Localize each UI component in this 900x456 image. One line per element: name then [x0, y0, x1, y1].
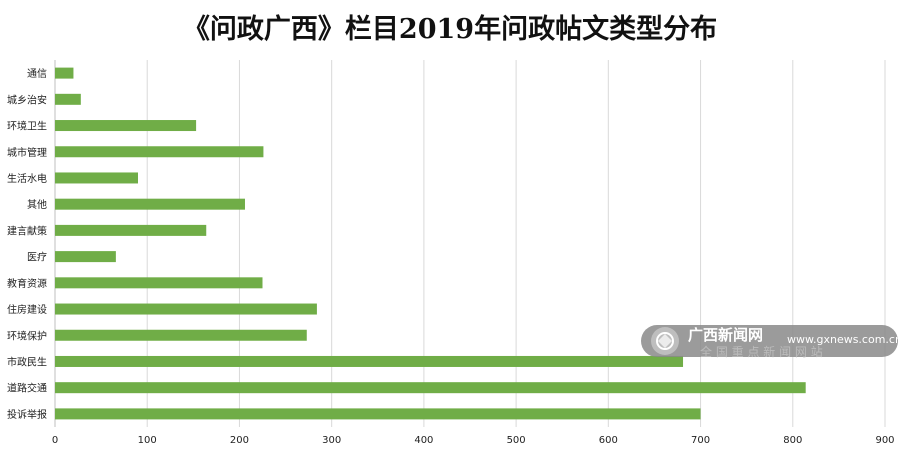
bar — [55, 120, 197, 132]
bar — [55, 303, 317, 315]
bar-layer — [55, 67, 806, 420]
x-tick-label: 600 — [599, 435, 618, 446]
x-tick-label: 200 — [230, 435, 249, 446]
category-label: 生活水电 — [7, 172, 47, 185]
watermark-tagline: 全 国 重 点 新 闻 网 站 — [700, 344, 823, 359]
bar — [55, 277, 263, 289]
bar — [55, 329, 307, 341]
category-label: 教育资源 — [7, 277, 47, 290]
bar — [55, 251, 116, 263]
category-label: 道路交通 — [7, 382, 47, 395]
category-label-layer: 通信城乡治安环境卫生城市管理生活水电其他建言献策医疗教育资源住房建设环境保护市政… — [7, 68, 47, 421]
category-label: 通信 — [27, 68, 47, 80]
category-label: 其他 — [27, 198, 47, 211]
watermark: 广西新闻网 www.gxnews.com.cn 全 国 重 点 新 闻 网 站 — [641, 325, 900, 359]
x-tick-label: 0 — [52, 435, 58, 446]
chart-title: 《问政广西》栏目2019年问政帖文类型分布 — [183, 13, 717, 45]
category-label: 环境卫生 — [7, 120, 47, 133]
x-tick-label-layer: 0 100 200 300 400 500 600 700 800 900 — [52, 435, 895, 446]
watermark-url: www.gxnews.com.cn — [787, 333, 900, 346]
category-label: 城乡治安 — [7, 93, 47, 106]
category-label: 市政民生 — [7, 355, 47, 368]
category-label: 投诉举报 — [7, 408, 47, 421]
bar — [55, 355, 684, 367]
category-label: 环境保护 — [7, 329, 47, 342]
bar — [55, 408, 701, 420]
x-tick-label: 900 — [875, 435, 894, 446]
x-tick-label: 100 — [138, 435, 157, 446]
bar — [55, 224, 207, 236]
gxnews-logo-icon — [651, 327, 679, 355]
bar — [55, 172, 138, 184]
category-label: 建言献策 — [7, 224, 47, 237]
bar — [55, 67, 74, 79]
x-tick-label: 500 — [507, 435, 526, 446]
x-tick-label: 300 — [322, 435, 341, 446]
bar — [55, 93, 81, 105]
bar — [55, 382, 806, 394]
x-tick-label: 800 — [783, 435, 802, 446]
category-label: 住房建设 — [7, 303, 47, 316]
watermark-name: 广西新闻网 — [688, 326, 763, 344]
x-tick-label: 700 — [691, 435, 710, 446]
watermark-banner — [641, 325, 898, 357]
x-tick-label: 400 — [414, 435, 433, 446]
grid-layer — [54, 60, 886, 427]
bar — [55, 198, 245, 210]
bar — [55, 146, 264, 158]
category-label: 医疗 — [27, 251, 47, 264]
category-label: 城市管理 — [7, 146, 47, 159]
